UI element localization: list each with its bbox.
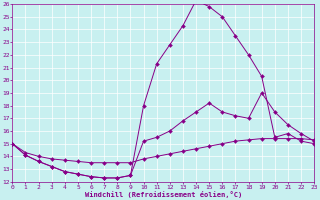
X-axis label: Windchill (Refroidissement éolien,°C): Windchill (Refroidissement éolien,°C) — [84, 191, 242, 198]
